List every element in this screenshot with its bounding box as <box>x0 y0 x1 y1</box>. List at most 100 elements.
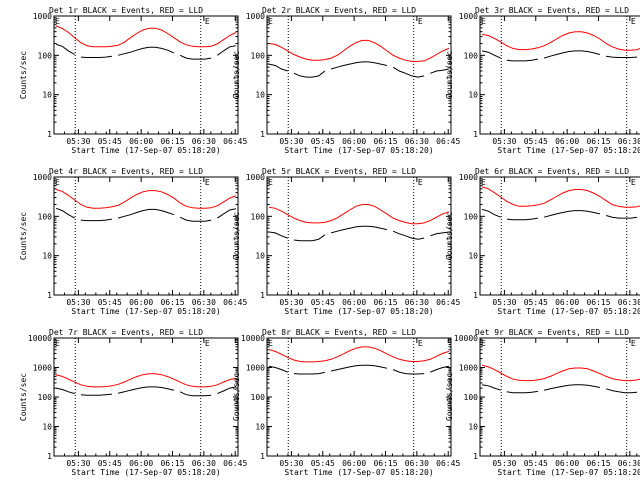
plot-frame <box>479 15 640 135</box>
y-tick-label: 10 <box>42 91 52 100</box>
y-axis-label: Counts/sec <box>19 373 28 421</box>
y-tick-label: 1 <box>473 130 478 139</box>
lld-series-line <box>269 204 450 225</box>
y-tick-label: 100 <box>38 51 53 60</box>
detector-panel-4: Det 4r BLACK = Events, RED = LLD 1 10 100 10… <box>19 167 247 316</box>
x-tick-label: 05:30 <box>279 137 303 146</box>
x-axis-label: Start Time (17-Sep-07 05:18:20) <box>284 468 433 477</box>
panel-title: Det 7r BLACK = Events, RED = LLD <box>49 328 203 337</box>
lld-series-line <box>269 39 450 62</box>
y-tick-label: 1 <box>473 291 478 300</box>
x-tick-label: 06:30 <box>405 298 429 307</box>
lld-series-line <box>268 346 450 363</box>
x-tick-label: 05:45 <box>311 298 335 307</box>
x-tick-label: 05:30 <box>66 459 90 468</box>
x-tick-label: 06:45 <box>223 459 247 468</box>
y-tick-label: 1000 <box>459 12 478 21</box>
panel-title: Det 8r BLACK = Events, RED = LLD <box>262 328 416 337</box>
events-series-line <box>269 225 449 242</box>
x-tick-label: 06:30 <box>618 298 640 307</box>
x-axis-label: Start Time (17-Sep-07 05:18:20) <box>497 307 640 316</box>
x-tick-label: 06:15 <box>160 459 184 468</box>
detector-panel-1: Det 1r BLACK = Events, RED = LLD 1 10 100 10… <box>19 6 247 155</box>
event-marker-right: E <box>205 17 210 26</box>
x-tick-label: 06:15 <box>373 459 397 468</box>
event-marker-right: E <box>631 178 636 187</box>
panel-title: Det 5r BLACK = Events, RED = LLD <box>262 167 416 176</box>
x-axis-label: Start Time (17-Sep-07 05:18:20) <box>284 307 433 316</box>
plot-frame <box>479 176 640 296</box>
plot-frame <box>53 176 239 296</box>
event-marker-left: E <box>268 178 273 187</box>
events-series-line <box>268 61 449 78</box>
x-tick-label: 06:00 <box>342 459 366 468</box>
x-tick-label: 05:45 <box>311 137 335 146</box>
detector-panel-2: Det 2r BLACK = Events, RED = LLD 1 10 100 10… <box>232 6 460 155</box>
y-tick-label: 10 <box>255 91 265 100</box>
y-tick-label: 1 <box>47 452 52 461</box>
x-tick-label: 06:30 <box>405 137 429 146</box>
x-tick-label: 05:45 <box>98 137 122 146</box>
x-tick-label: 06:45 <box>436 298 460 307</box>
y-tick-label: 1000 <box>459 364 478 373</box>
y-axis-label: Counts/sec <box>445 212 454 260</box>
x-tick-label: 05:45 <box>98 459 122 468</box>
y-axis-label: Counts/sec <box>232 51 241 99</box>
x-tick-label: 06:00 <box>555 137 579 146</box>
plot-frame <box>266 337 452 457</box>
event-marker-left: E <box>481 17 486 26</box>
events-series-line <box>481 208 638 221</box>
events-series-line <box>55 207 236 222</box>
y-tick-label: 100 <box>251 393 266 402</box>
plot-frame <box>266 15 452 135</box>
y-tick-label: 1000 <box>33 12 52 21</box>
events-series-line <box>481 50 638 62</box>
x-tick-label: 06:00 <box>129 298 153 307</box>
y-tick-label: 1000 <box>33 173 52 182</box>
y-tick-label: 10000 <box>241 334 265 343</box>
x-tick-label: 06:45 <box>436 459 460 468</box>
x-tick-label: 06:30 <box>192 298 216 307</box>
x-tick-label: 05:30 <box>279 459 303 468</box>
y-tick-label: 1 <box>260 452 265 461</box>
detector-panel-7: Det 7r BLACK = Events, RED = LLD 1 10 100 10… <box>19 328 247 477</box>
y-tick-label: 10 <box>468 423 478 432</box>
x-tick-label: 06:00 <box>342 137 366 146</box>
x-tick-label: 05:45 <box>98 298 122 307</box>
x-tick-label: 06:30 <box>618 459 640 468</box>
detector-panel-3: Det 3r BLACK = Events, RED = LLD 1 10 100 10… <box>445 6 640 155</box>
x-axis-label: Start Time (17-Sep-07 05:18:20) <box>71 307 220 316</box>
y-tick-label: 1 <box>47 291 52 300</box>
y-tick-label: 100 <box>464 51 479 60</box>
panel-title: Det 3r BLACK = Events, RED = LLD <box>475 6 629 15</box>
y-tick-label: 100 <box>251 51 266 60</box>
panel-title: Det 9r BLACK = Events, RED = LLD <box>475 328 629 337</box>
lld-series-line <box>481 186 640 208</box>
x-tick-label: 05:30 <box>66 298 90 307</box>
y-tick-label: 10 <box>468 252 478 261</box>
detector-panel-6: Det 6r BLACK = Events, RED = LLD 1 10 100 10… <box>445 167 640 316</box>
x-tick-label: 06:15 <box>586 137 610 146</box>
y-tick-label: 1000 <box>459 173 478 182</box>
event-marker-right: E <box>418 178 423 187</box>
y-tick-label: 1 <box>473 452 478 461</box>
y-axis-label: Counts/sec <box>445 51 454 99</box>
x-tick-label: 06:15 <box>373 298 397 307</box>
lld-series-line <box>481 364 640 382</box>
y-tick-label: 100 <box>38 393 53 402</box>
x-tick-label: 06:30 <box>192 137 216 146</box>
x-axis-label: Start Time (17-Sep-07 05:18:20) <box>497 468 640 477</box>
y-tick-label: 1000 <box>246 173 265 182</box>
y-tick-label: 10 <box>255 423 265 432</box>
x-tick-label: 06:00 <box>129 459 153 468</box>
y-tick-label: 1000 <box>33 364 52 373</box>
x-tick-label: 05:45 <box>524 459 548 468</box>
plot-frame <box>53 15 239 135</box>
y-tick-label: 1000 <box>246 364 265 373</box>
y-tick-label: 10000 <box>454 334 478 343</box>
event-marker-left: E <box>55 178 60 187</box>
lld-series-line <box>55 25 237 48</box>
event-marker-right: E <box>418 339 423 348</box>
y-axis-label: Counts/sec <box>19 51 28 99</box>
